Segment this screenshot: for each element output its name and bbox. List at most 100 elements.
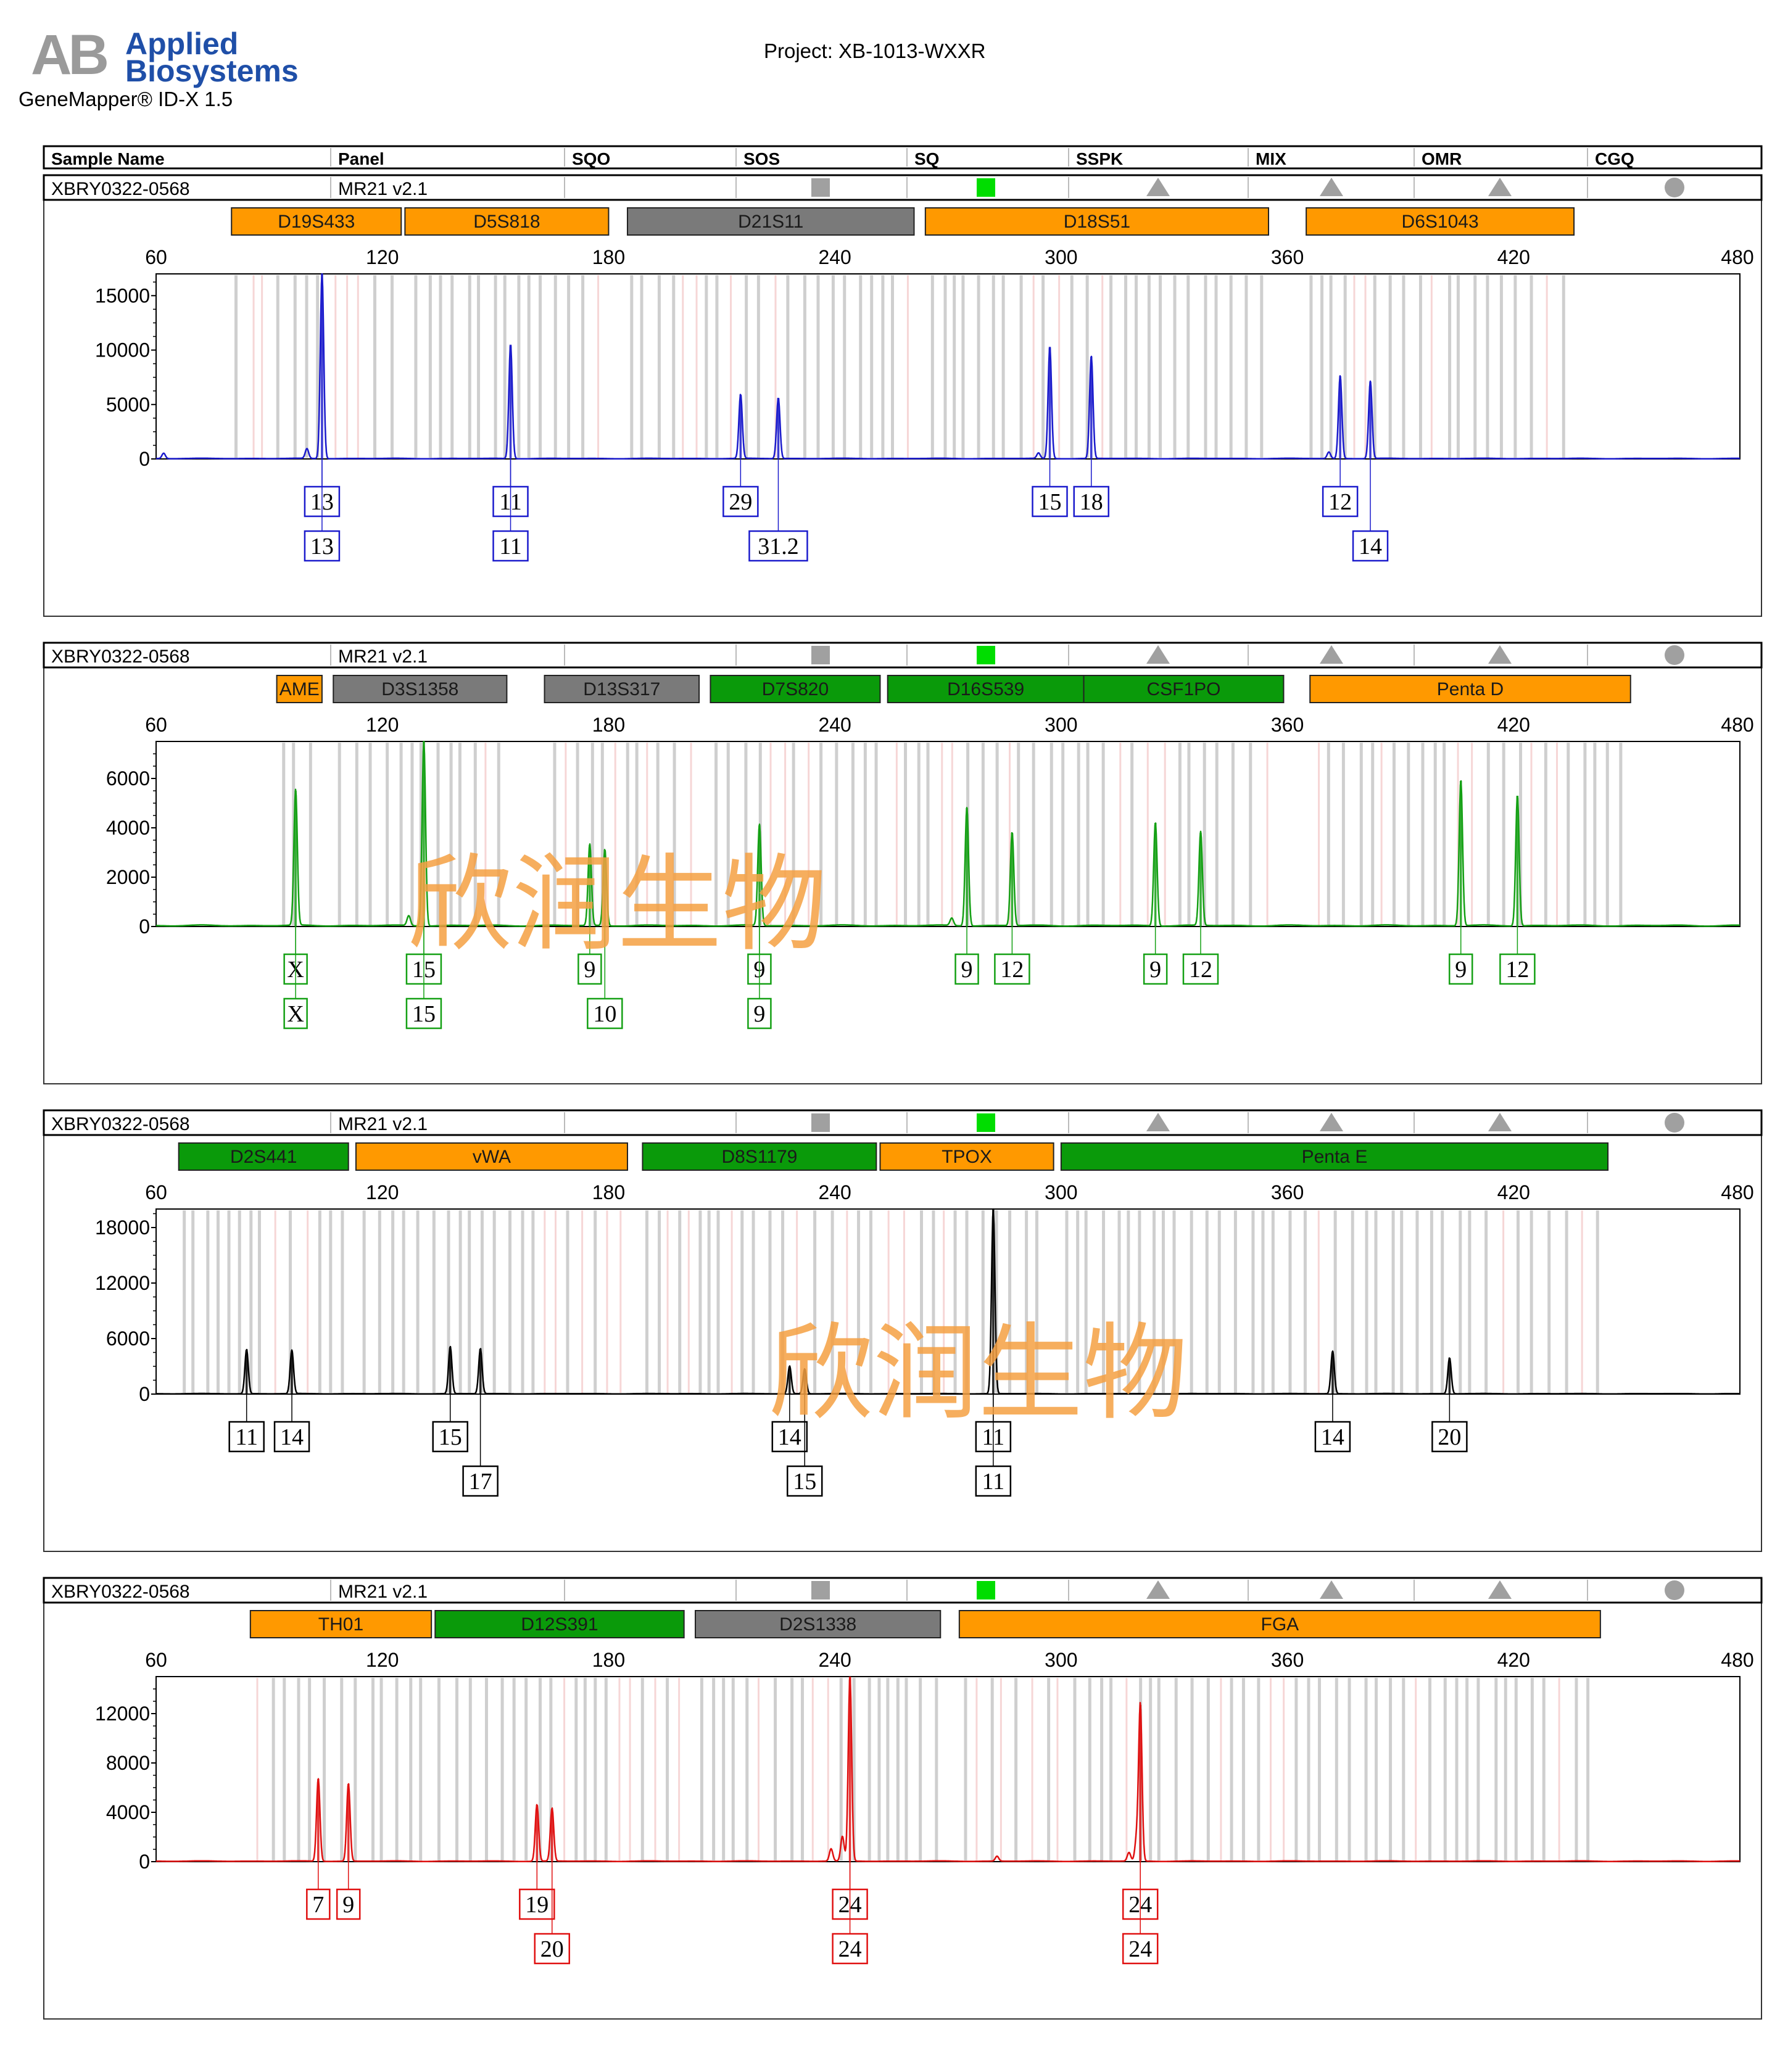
locus-d21s11[interactable]: D21S11 (626, 207, 915, 236)
allele-label[interactable]: 29 (722, 459, 759, 518)
allele-label[interactable]: 31.2 (748, 459, 808, 562)
locus-bar[interactable] (178, 1142, 349, 1171)
locus-bar[interactable] (434, 1610, 685, 1638)
locus-bar[interactable] (333, 675, 508, 703)
locus-bar[interactable] (404, 207, 610, 236)
locus-d6s1043[interactable]: D6S1043 (1306, 207, 1575, 236)
allele-box[interactable] (336, 1888, 361, 1920)
locus-d2s1338[interactable]: D2S1338 (695, 1610, 942, 1638)
allele-box[interactable] (273, 1421, 310, 1453)
locus-d5s818[interactable]: D5S818 (404, 207, 610, 236)
allele-box[interactable] (975, 1465, 1012, 1497)
allele-label[interactable]: 13 (304, 459, 341, 562)
locus-bar[interactable] (355, 1142, 628, 1171)
locus-bar[interactable] (231, 207, 402, 236)
allele-box[interactable] (405, 997, 442, 1030)
allele-label[interactable]: 19 (519, 1862, 555, 1920)
allele-box[interactable] (432, 1421, 468, 1453)
locus-d13s317[interactable]: D13S317 (544, 675, 700, 703)
locus-bar[interactable] (249, 1610, 433, 1638)
locus-bar[interactable] (695, 1610, 942, 1638)
allele-box[interactable] (534, 1933, 570, 1965)
locus-d12s391[interactable]: D12S391 (434, 1610, 685, 1638)
locus-penta-d[interactable]: Penta D (1309, 675, 1631, 703)
allele-box[interactable] (304, 530, 341, 562)
allele-box[interactable] (1182, 953, 1219, 985)
allele-box[interactable] (306, 1888, 331, 1920)
allele-box[interactable] (519, 1888, 555, 1920)
locus-th01[interactable]: TH01 (249, 1610, 433, 1638)
allele-label[interactable]: 7 (306, 1862, 331, 1920)
locus-bar[interactable] (1060, 1142, 1609, 1171)
allele-box[interactable] (748, 530, 808, 562)
allele-box[interactable] (1032, 485, 1068, 518)
allele-label[interactable]: 12 (1182, 927, 1219, 985)
allele-box[interactable] (283, 997, 308, 1030)
allele-label[interactable]: 9 (577, 927, 602, 985)
locus-penta-e[interactable]: Penta E (1060, 1142, 1609, 1171)
allele-label[interactable]: 12 (994, 927, 1030, 985)
allele-label[interactable]: 11 (975, 1394, 1012, 1497)
allele-box[interactable] (228, 1421, 265, 1453)
allele-label[interactable]: 12 (1499, 927, 1536, 985)
allele-box[interactable] (1448, 953, 1473, 985)
allele-label[interactable]: 15 (1032, 459, 1068, 518)
allele-box[interactable] (492, 530, 529, 562)
allele-box[interactable] (1143, 953, 1168, 985)
locus-bar[interactable] (642, 1142, 877, 1171)
locus-bar[interactable] (1309, 675, 1631, 703)
allele-label[interactable]: 9 (747, 927, 772, 1030)
allele-label[interactable]: 11 (228, 1394, 265, 1453)
allele-label[interactable]: 15 (405, 927, 442, 1030)
allele-label[interactable]: 17 (462, 1394, 499, 1497)
locus-d2s441[interactable]: D2S441 (178, 1142, 349, 1171)
allele-label[interactable]: 9 (1448, 927, 1473, 985)
allele-box[interactable] (1122, 1933, 1159, 1965)
allele-box[interactable] (747, 997, 772, 1030)
allele-label[interactable]: 14 (771, 1394, 808, 1453)
locus-d19s433[interactable]: D19S433 (231, 207, 402, 236)
allele-box[interactable] (1073, 485, 1110, 518)
locus-bar[interactable] (544, 675, 700, 703)
allele-box[interactable] (587, 997, 623, 1030)
allele-box[interactable] (1499, 953, 1536, 985)
allele-label[interactable]: 9 (1143, 927, 1168, 985)
allele-label[interactable]: 14 (1314, 1394, 1351, 1453)
allele-label[interactable]: 14 (273, 1394, 310, 1453)
locus-bar[interactable] (1083, 675, 1285, 703)
allele-label[interactable]: 24 (1122, 1862, 1159, 1965)
locus-csf1po[interactable]: CSF1PO (1083, 675, 1285, 703)
allele-box[interactable] (577, 953, 602, 985)
locus-fga[interactable]: FGA (958, 1610, 1601, 1638)
allele-box[interactable] (462, 1465, 499, 1497)
allele-label[interactable]: 11 (492, 459, 529, 562)
allele-box[interactable] (1431, 1421, 1468, 1453)
locus-bar[interactable] (276, 675, 323, 703)
allele-box[interactable] (722, 485, 759, 518)
locus-d18s51[interactable]: D18S51 (924, 207, 1270, 236)
locus-vwa[interactable]: vWA (355, 1142, 628, 1171)
allele-box[interactable] (1352, 530, 1389, 562)
allele-box[interactable] (1322, 485, 1359, 518)
locus-d16s539[interactable]: D16S539 (887, 675, 1085, 703)
locus-tpox[interactable]: TPOX (879, 1142, 1054, 1171)
locus-ame[interactable]: AME (276, 675, 323, 703)
allele-label[interactable]: 15 (432, 1394, 468, 1453)
allele-label[interactable]: 14 (1352, 459, 1389, 562)
locus-bar[interactable] (958, 1610, 1601, 1638)
locus-bar[interactable] (924, 207, 1270, 236)
allele-box[interactable] (954, 953, 979, 985)
locus-bar[interactable] (879, 1142, 1054, 1171)
allele-box[interactable] (1314, 1421, 1351, 1453)
allele-label[interactable]: 20 (1431, 1394, 1468, 1453)
allele-box[interactable] (771, 1421, 808, 1453)
locus-bar[interactable] (1306, 207, 1575, 236)
allele-box[interactable] (832, 1933, 868, 1965)
allele-label[interactable]: 9 (954, 927, 979, 985)
allele-label[interactable]: 12 (1322, 459, 1359, 518)
allele-label[interactable]: 20 (534, 1862, 570, 1965)
locus-bar[interactable] (626, 207, 915, 236)
locus-d8s1179[interactable]: D8S1179 (642, 1142, 877, 1171)
locus-bar[interactable] (887, 675, 1085, 703)
allele-label[interactable]: X (283, 927, 308, 1030)
